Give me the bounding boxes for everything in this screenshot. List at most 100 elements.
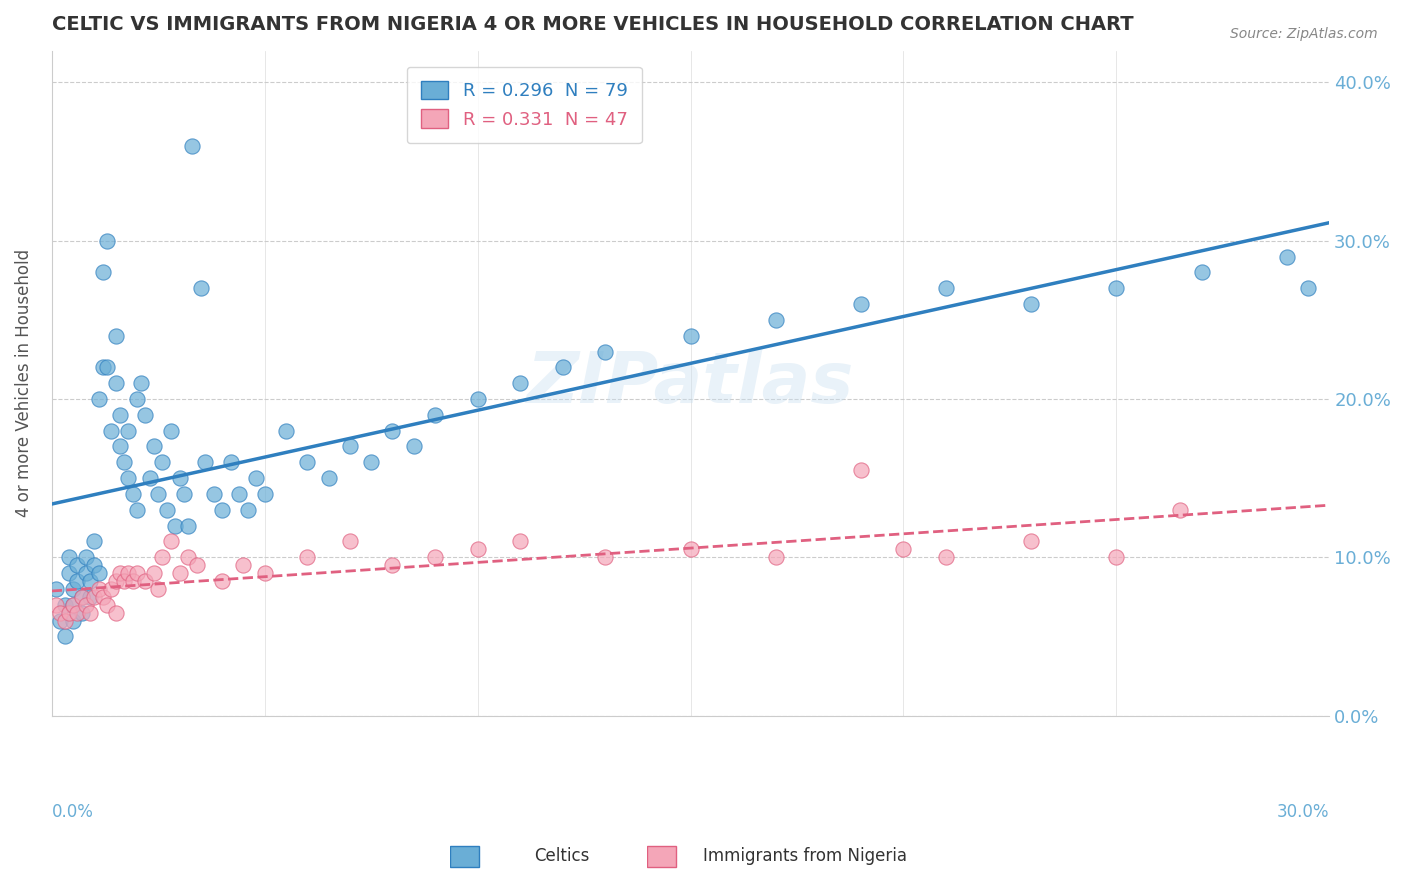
Point (134, 574, 156, 588)
Point (423, 550, 446, 565)
Point (125, 392, 148, 406)
Point (62, 598, 84, 612)
Text: ZIPatlas: ZIPatlas (527, 349, 855, 417)
Point (236, 503, 259, 517)
Point (148, 582, 170, 596)
Point (91, 360, 114, 375)
Point (360, 455, 382, 469)
Point (509, 534, 531, 549)
Point (181, 138, 204, 153)
Point (96, 360, 118, 375)
Point (75, 566, 97, 580)
Point (112, 455, 135, 469)
Text: CELTIC VS IMMIGRANTS FROM NIGERIA 4 OR MORE VEHICLES IN HOUSEHOLD CORRELATION CH: CELTIC VS IMMIGRANTS FROM NIGERIA 4 OR M… (52, 15, 1133, 34)
Point (318, 471, 340, 485)
Point (53, 598, 76, 612)
Point (152, 550, 174, 565)
Point (117, 566, 139, 580)
Point (893, 542, 915, 557)
Point (190, 281, 212, 295)
Point (87, 392, 110, 406)
Point (125, 566, 148, 580)
Point (66, 558, 89, 573)
Point (1019, 297, 1042, 311)
Point (849, 463, 872, 477)
Point (152, 455, 174, 469)
FancyBboxPatch shape (647, 846, 676, 867)
Point (45, 582, 67, 596)
Point (112, 574, 135, 588)
Point (423, 408, 446, 422)
Point (83, 558, 105, 573)
Point (935, 550, 957, 565)
Legend: R = 0.296  N = 79, R = 0.331  N = 47: R = 0.296 N = 79, R = 0.331 N = 47 (406, 67, 643, 143)
Point (62, 582, 84, 596)
Point (381, 424, 404, 438)
Point (177, 518, 200, 533)
Point (104, 328, 127, 343)
Point (79, 606, 101, 620)
Text: Immigrants from Nigeria: Immigrants from Nigeria (703, 847, 907, 865)
Point (211, 574, 233, 588)
Point (100, 424, 122, 438)
Point (169, 566, 191, 580)
Point (202, 487, 225, 501)
Point (194, 455, 217, 469)
Point (117, 424, 139, 438)
Point (1105, 281, 1128, 295)
Point (138, 471, 160, 485)
Point (935, 281, 957, 295)
Point (165, 518, 187, 533)
FancyBboxPatch shape (450, 846, 479, 867)
Text: 30.0%: 30.0% (1277, 803, 1329, 821)
Point (75, 598, 97, 612)
Point (62, 614, 84, 628)
Point (1191, 265, 1213, 279)
Point (66, 606, 89, 620)
Point (595, 550, 617, 565)
Point (129, 376, 152, 391)
Point (79, 590, 101, 604)
Point (849, 297, 872, 311)
Point (1019, 534, 1042, 549)
Point (595, 344, 617, 359)
Point (70, 606, 93, 620)
Point (679, 328, 702, 343)
Point (339, 440, 361, 454)
Point (679, 542, 702, 557)
Point (96, 598, 118, 612)
Text: Source: ZipAtlas.com: Source: ZipAtlas.com (1230, 27, 1378, 41)
Point (219, 455, 242, 469)
Text: Celtics: Celtics (534, 847, 589, 865)
Point (160, 534, 183, 549)
Point (117, 471, 139, 485)
Point (160, 424, 183, 438)
Point (49, 606, 72, 620)
Point (467, 542, 489, 557)
Point (339, 534, 361, 549)
Point (228, 487, 250, 501)
Point (381, 558, 404, 573)
Point (79, 574, 101, 588)
Point (1296, 281, 1319, 295)
Point (53, 614, 76, 628)
Point (100, 582, 122, 596)
Point (58, 606, 80, 620)
Point (49, 614, 72, 628)
Point (297, 455, 319, 469)
Point (83, 590, 105, 604)
Point (121, 574, 143, 588)
Point (232, 558, 254, 573)
Point (87, 582, 110, 596)
Point (45, 598, 67, 612)
Point (551, 360, 574, 375)
Point (274, 424, 297, 438)
Point (169, 471, 191, 485)
Point (104, 606, 127, 620)
Point (104, 376, 127, 391)
Point (83, 534, 105, 549)
Point (765, 550, 787, 565)
Point (186, 558, 208, 573)
Point (765, 313, 787, 327)
Point (1275, 250, 1298, 264)
